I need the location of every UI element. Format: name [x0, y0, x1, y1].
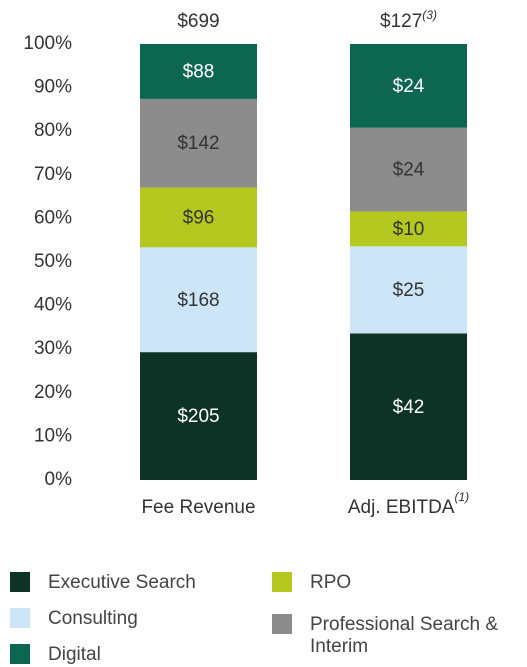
legend-item: RPO — [272, 572, 517, 594]
total-label-text: $699 — [177, 11, 219, 32]
legend-swatch — [272, 572, 292, 592]
value-label: $10 — [393, 219, 425, 240]
x-tick-label-text: Fee Revenue — [141, 497, 255, 518]
y-tick-label: 10% — [34, 425, 72, 446]
legend-item: Consulting — [10, 608, 138, 630]
bar-segment — [350, 127, 467, 212]
legend-label: Digital — [48, 644, 101, 665]
legend-label: Consulting — [48, 608, 138, 629]
bar-segment — [350, 246, 467, 334]
value-label: $42 — [393, 397, 425, 418]
bar-segment — [140, 187, 257, 248]
y-tick-label: 20% — [34, 382, 72, 403]
bar-segment — [350, 44, 467, 128]
legend-swatch — [272, 614, 292, 634]
legend-swatch — [10, 572, 30, 592]
chart: 0% 10% 20% 30% 40% 50% 60% 70% 80% 90% 100% $205 $16… — [23, 8, 469, 518]
y-tick-label: 60% — [34, 207, 72, 228]
y-tick-label: 40% — [34, 295, 72, 316]
y-tick-label: 50% — [34, 251, 72, 272]
legend-label: Professional Search & Interim — [310, 614, 498, 657]
total-label: $127(3) — [380, 8, 437, 32]
legend-item: Executive Search — [10, 572, 196, 594]
legend-swatch — [10, 644, 30, 664]
y-tick-label: 80% — [34, 120, 72, 141]
x-tick-label: Fee Revenue — [141, 497, 255, 518]
value-label: $24 — [393, 76, 425, 97]
legend-label: RPO — [310, 572, 352, 593]
y-tick-label: 30% — [34, 338, 72, 359]
x-tick-label-text: Adj. EBITDA — [348, 497, 455, 518]
value-label: $205 — [177, 406, 219, 427]
value-label: $96 — [183, 207, 215, 228]
legend-label: Executive Search — [48, 572, 196, 593]
y-tick-label: 0% — [45, 469, 73, 490]
y-tick-label: 100% — [23, 33, 72, 54]
value-label: $24 — [393, 160, 425, 181]
y-tick-label: 90% — [34, 77, 72, 98]
total-label: $699 — [177, 11, 219, 32]
bar-segment — [140, 44, 257, 99]
bar-segment — [140, 98, 257, 188]
legend-item: Professional Search & Interim — [272, 614, 517, 658]
value-label: $142 — [177, 133, 219, 154]
value-label: $88 — [183, 61, 215, 82]
bar-segment — [140, 352, 257, 480]
y-tick-label: 70% — [34, 164, 72, 185]
bar-segment — [140, 247, 257, 353]
total-label-text: $127 — [380, 11, 422, 32]
footnote: (1) — [454, 490, 469, 504]
legend-swatch — [10, 608, 30, 628]
bar-segment — [350, 211, 467, 247]
bar-segment — [350, 333, 467, 480]
value-label: $25 — [393, 280, 425, 301]
legend-item: Digital — [10, 644, 101, 666]
value-label: $168 — [177, 290, 219, 311]
x-tick-label: Adj. EBITDA(1) — [348, 490, 469, 518]
footnote: (3) — [422, 8, 437, 22]
